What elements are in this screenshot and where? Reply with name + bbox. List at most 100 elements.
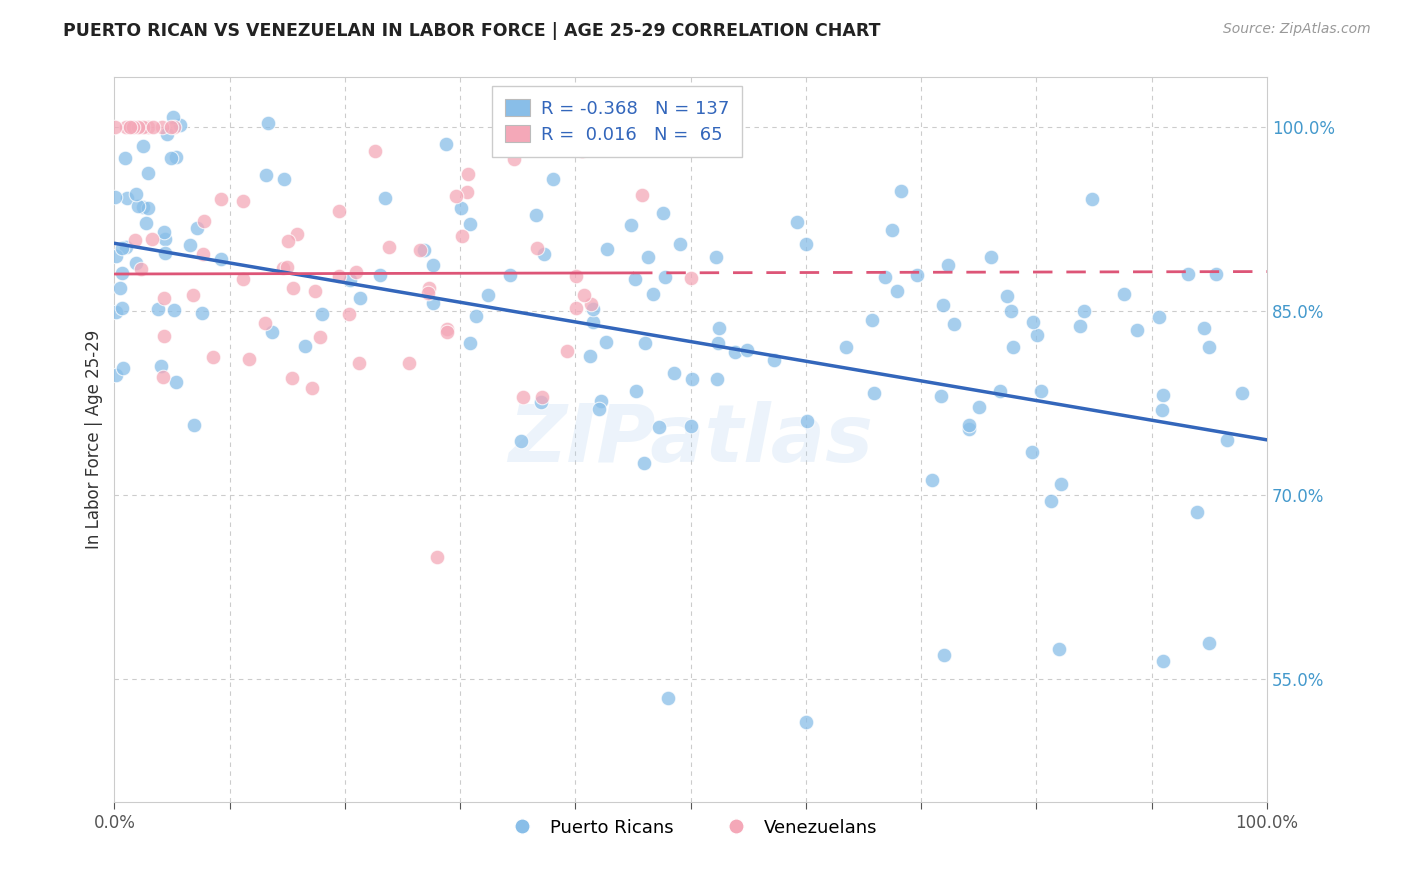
Point (262, 326, 284, 340)
Point (368, 268, 391, 282)
Point (574, 288, 596, 302)
Point (942, 317, 965, 331)
Point (349, 356, 371, 370)
Point (886, 284, 908, 298)
Point (681, 271, 703, 285)
Point (565, 268, 588, 283)
Point (181, 287, 204, 301)
Point (301, 381, 323, 395)
Y-axis label: In Labor Force | Age 25-29: In Labor Force | Age 25-29 (86, 330, 103, 549)
Point (503, 152, 526, 166)
Point (125, 255, 148, 269)
Point (398, 356, 420, 370)
Point (418, 281, 440, 295)
Point (609, 111, 631, 125)
Point (1021, 315, 1043, 329)
Point (875, 270, 897, 285)
Point (1192, 321, 1215, 335)
Point (1152, 654, 1174, 668)
Point (1152, 403, 1174, 417)
Point (136, 201, 159, 215)
Point (1198, 635, 1220, 649)
Point (1040, 494, 1063, 508)
Point (786, 215, 808, 229)
Point (794, 237, 817, 252)
Point (257, 116, 280, 130)
Point (588, 401, 610, 416)
Point (651, 206, 673, 220)
Point (111, 266, 134, 280)
Point (669, 237, 692, 252)
Point (543, 171, 565, 186)
Point (581, 315, 603, 329)
Point (860, 313, 883, 327)
Point (1126, 323, 1149, 337)
Point (1205, 267, 1227, 281)
Point (436, 136, 458, 151)
Point (581, 302, 603, 317)
Point (426, 549, 449, 564)
Point (1026, 328, 1049, 343)
Point (936, 258, 959, 272)
Point (129, 262, 152, 277)
Point (146, 301, 169, 316)
Point (1002, 340, 1025, 354)
Point (110, 281, 132, 295)
Point (648, 420, 671, 434)
Point (202, 350, 225, 364)
Point (571, 144, 593, 158)
Point (118, 120, 141, 134)
Point (460, 218, 482, 232)
Point (706, 371, 728, 385)
Point (1230, 386, 1253, 401)
Point (596, 242, 619, 256)
Point (186, 220, 208, 235)
Point (115, 120, 138, 134)
Point (122, 120, 145, 134)
Point (309, 329, 332, 343)
Point (165, 150, 187, 164)
Point (436, 322, 458, 336)
Point (624, 272, 647, 286)
Point (111, 360, 134, 375)
Point (1069, 318, 1091, 333)
Point (193, 247, 215, 261)
Point (104, 120, 127, 134)
Point (163, 302, 186, 317)
Point (633, 456, 655, 470)
Point (132, 139, 155, 153)
Point (862, 386, 884, 401)
Point (283, 281, 305, 295)
Point (565, 301, 588, 316)
Text: ZIPatlas: ZIPatlas (508, 401, 873, 479)
Point (450, 229, 472, 244)
Point (436, 325, 458, 339)
Point (136, 166, 159, 180)
Point (328, 268, 350, 283)
Point (794, 715, 817, 730)
Point (929, 388, 952, 402)
Point (150, 359, 173, 373)
Point (510, 434, 533, 448)
Point (524, 208, 547, 222)
Point (932, 297, 955, 311)
Point (409, 243, 432, 257)
Point (152, 370, 174, 384)
Point (634, 336, 657, 351)
Point (882, 223, 904, 237)
Point (664, 366, 686, 380)
Point (114, 240, 136, 254)
Point (153, 232, 176, 246)
Point (165, 376, 187, 390)
Point (238, 351, 260, 366)
Point (273, 172, 295, 186)
Point (159, 120, 181, 134)
Point (988, 384, 1011, 398)
Point (105, 368, 128, 382)
Point (377, 240, 399, 254)
Point (271, 260, 294, 275)
Point (1050, 477, 1073, 491)
Point (530, 395, 553, 409)
Point (162, 110, 184, 124)
Point (364, 144, 387, 158)
